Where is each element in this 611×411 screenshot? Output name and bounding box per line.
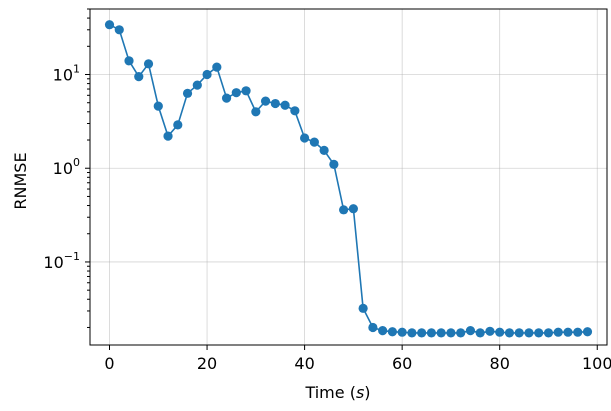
- data-point: [163, 131, 173, 141]
- data-point: [543, 328, 554, 338]
- data-point: [475, 328, 485, 338]
- data-point: [231, 88, 241, 98]
- data-point: [173, 120, 183, 130]
- series-line: [109, 23, 588, 334]
- data-point: [280, 100, 290, 110]
- x-tick-label: 0: [104, 354, 114, 373]
- data-point: [446, 328, 456, 338]
- data-point: [553, 327, 563, 337]
- data-point: [143, 59, 154, 69]
- x-axis-label: Time (s): [304, 383, 370, 402]
- data-point: [329, 159, 339, 169]
- data-point: [417, 328, 427, 338]
- data-point: [387, 327, 397, 337]
- data-point: [573, 327, 583, 337]
- data-point: [290, 106, 300, 116]
- data-point: [309, 137, 319, 147]
- y-tick-label: 100: [53, 156, 80, 178]
- plot-frame: [89, 8, 608, 346]
- data-point: [104, 20, 115, 30]
- data-point: [251, 107, 261, 117]
- x-tick-label: 40: [294, 354, 314, 373]
- data-point: [124, 56, 134, 66]
- x-tick-label: 60: [392, 354, 412, 373]
- data-point: [114, 25, 124, 35]
- data-point: [426, 328, 437, 338]
- data-point: [182, 88, 193, 98]
- data-point: [202, 69, 212, 80]
- data-point: [260, 96, 271, 106]
- data-point: [134, 71, 144, 82]
- y-axis-label: RNMSE: [11, 152, 30, 209]
- data-point: [524, 328, 534, 338]
- x-tick-label: 100: [582, 354, 611, 373]
- data-point: [582, 327, 593, 337]
- data-point: [436, 328, 446, 338]
- data-point: [348, 204, 358, 214]
- data-point: [485, 326, 495, 336]
- data-point: [221, 93, 232, 103]
- data-point: [407, 328, 417, 338]
- data-point: [378, 326, 388, 336]
- data-point: [153, 101, 163, 111]
- y-axis: 10−1 100 101: [43, 8, 90, 328]
- y-tick-label: 101: [53, 63, 80, 85]
- data-point: [456, 328, 466, 338]
- grid: [90, 9, 607, 345]
- data-point: [514, 328, 524, 338]
- x-tick-label: 80: [490, 354, 510, 373]
- data-point: [534, 328, 544, 338]
- data-point: [212, 62, 222, 72]
- y-tick-label: 10−1: [43, 250, 80, 272]
- data-point: [465, 326, 476, 336]
- data-point: [339, 205, 349, 215]
- data-point: [397, 327, 407, 337]
- data-point: [192, 80, 202, 90]
- data-point: [241, 86, 251, 96]
- data-point: [368, 322, 378, 333]
- x-tick-label: 20: [197, 354, 217, 373]
- data-point: [495, 327, 505, 337]
- data-point: [563, 327, 573, 337]
- data-point: [504, 328, 515, 338]
- data-point: [358, 303, 368, 313]
- series-rnmse: [104, 20, 593, 338]
- data-point: [270, 98, 280, 109]
- x-axis: 0 20 40 60 80 100: [104, 345, 611, 373]
- data-point: [319, 145, 329, 155]
- data-point: [300, 133, 310, 143]
